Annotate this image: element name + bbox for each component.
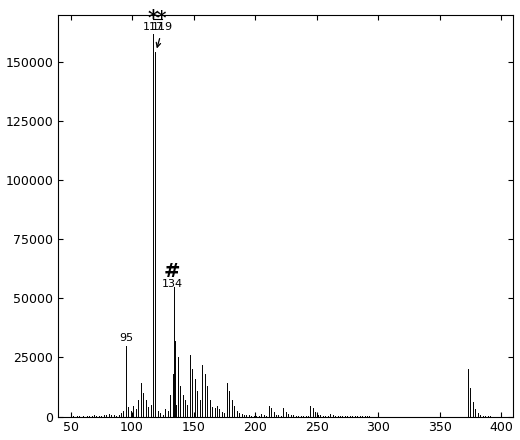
Text: #: # [164, 262, 180, 281]
Text: 117: 117 [142, 22, 164, 32]
Text: *: * [148, 7, 159, 28]
Text: 119: 119 [152, 22, 173, 32]
Text: 134: 134 [162, 279, 183, 289]
Text: 95: 95 [119, 333, 133, 343]
Text: *: * [157, 10, 166, 28]
